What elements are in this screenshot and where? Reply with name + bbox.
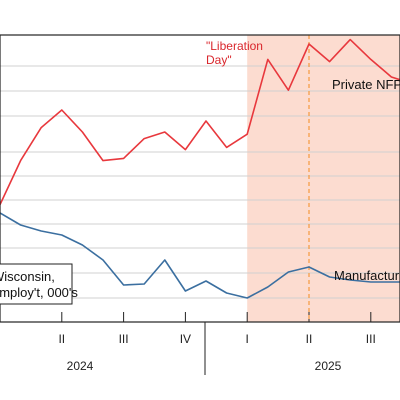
legend-private-nfp: Private NFP xyxy=(332,77,400,92)
event-label-line2: Day" xyxy=(206,53,232,67)
inset-box: Wisconsin, employ't, 000's xyxy=(0,263,78,305)
x-tick-label: II xyxy=(58,332,65,346)
x-tick-label: III xyxy=(366,332,376,346)
x-tick-label: II xyxy=(306,332,313,346)
year-label-2024: 2024 xyxy=(67,359,94,373)
plot-frame xyxy=(0,34,400,323)
inset-line-1: Wisconsin, xyxy=(0,269,55,284)
x-tick-label: I xyxy=(246,332,249,346)
x-tick-label: IV xyxy=(180,332,191,346)
series-layer xyxy=(0,38,400,299)
x-tick-label: III xyxy=(119,332,129,346)
legend-manufacturing: Manufacturing xyxy=(334,268,400,283)
x-tick-labels: IIIIIIVIIIIIIIV xyxy=(58,332,376,346)
series-line-manufacturing xyxy=(0,212,400,299)
grid-lines xyxy=(0,65,400,299)
inset-line-2: employ't, 000's xyxy=(0,285,78,300)
series-line-private-nfp xyxy=(0,38,400,205)
year-label-2025: 2025 xyxy=(315,359,342,373)
event-label-line1: "Liberation xyxy=(206,39,263,53)
